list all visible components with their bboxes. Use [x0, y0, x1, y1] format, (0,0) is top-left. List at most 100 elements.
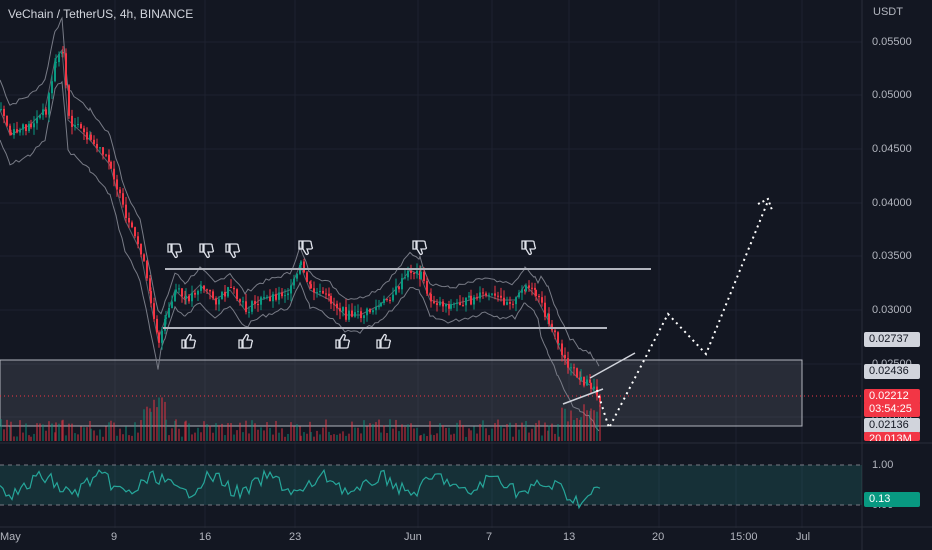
- candle-body: [465, 297, 467, 306]
- candle-body: [453, 303, 455, 305]
- candle-body: [342, 307, 344, 312]
- candle-body: [158, 332, 160, 343]
- candle-body: [272, 294, 274, 302]
- volume-bar: [389, 419, 391, 441]
- volume-bar: [245, 420, 247, 441]
- candle-body: [330, 295, 332, 304]
- price-tick: 0.03000: [872, 304, 912, 316]
- volume-bar: [122, 434, 124, 441]
- thumbs-down-icon: [199, 243, 215, 259]
- candle-body: [108, 154, 110, 162]
- volume-bar: [61, 420, 63, 441]
- candle-body: [19, 129, 21, 133]
- candle-body: [557, 332, 559, 344]
- volume-bar: [491, 428, 493, 441]
- volume-bar: [599, 405, 601, 441]
- candle-body: [266, 296, 268, 298]
- candle-body: [275, 294, 277, 300]
- volume-bar: [71, 423, 73, 441]
- candle-body: [561, 343, 563, 355]
- volume-bar: [416, 427, 418, 441]
- candle-body: [544, 302, 546, 317]
- volume-bar: [175, 419, 177, 441]
- candle-body: [33, 123, 35, 128]
- candle-body: [354, 312, 356, 317]
- candle-body: [93, 139, 95, 144]
- volume-bar: [149, 408, 151, 441]
- price-tick: 0.03500: [872, 250, 912, 262]
- candle-body: [150, 291, 152, 304]
- volume-bar: [521, 422, 523, 441]
- candle-body: [534, 287, 536, 290]
- candle-body: [281, 292, 283, 297]
- volume-bar: [161, 397, 163, 441]
- candle-body: [165, 317, 167, 319]
- volume-bar: [194, 432, 196, 441]
- candle-body: [573, 367, 575, 369]
- volume-bar: [479, 424, 481, 441]
- volume-bar: [485, 428, 487, 441]
- time-tick: Jun: [404, 531, 422, 543]
- candle-body: [296, 273, 298, 279]
- volume-bar: [488, 435, 490, 441]
- candle-body: [293, 278, 295, 286]
- candle-body: [395, 286, 397, 295]
- volume-bar: [300, 435, 302, 441]
- volume-bar: [576, 418, 578, 441]
- volume-bar: [518, 429, 520, 441]
- volume-bar: [9, 426, 11, 441]
- candle-body: [80, 124, 82, 129]
- candle-body: [348, 310, 350, 320]
- volume-bar: [580, 417, 582, 441]
- projection-path: [596, 200, 769, 431]
- candle-body: [105, 154, 107, 156]
- volume-bar: [168, 435, 170, 441]
- candle-body: [263, 296, 265, 298]
- volume-bar: [0, 419, 2, 441]
- volume-bar: [90, 428, 92, 441]
- candle-body: [580, 376, 582, 380]
- candle-body: [593, 386, 595, 389]
- volume-bar: [351, 421, 353, 441]
- volume-bar: [105, 426, 107, 441]
- volume-bar: [586, 410, 588, 441]
- candle-body: [479, 292, 481, 299]
- candle-body: [476, 297, 478, 299]
- volume-bar: [10, 421, 12, 441]
- candle-body: [363, 315, 365, 319]
- volume-bar: [515, 423, 517, 441]
- candle-body: [233, 287, 235, 290]
- candle-body: [548, 313, 550, 324]
- volume-bar: [296, 424, 298, 441]
- candle-body: [230, 287, 232, 289]
- thumbs-up-icon: [335, 333, 351, 349]
- candle-body: [576, 368, 578, 378]
- candle-body: [372, 310, 374, 313]
- candle-body: [333, 303, 335, 305]
- volume-bar: [430, 434, 432, 441]
- candle-body: [589, 379, 591, 383]
- candle-body: [22, 124, 24, 130]
- candle-body: [468, 295, 470, 298]
- volume-bar: [58, 423, 60, 441]
- volume-bar: [313, 436, 315, 441]
- volume-bar: [462, 425, 464, 441]
- volume-bar: [218, 425, 220, 441]
- volume-bar: [62, 419, 64, 441]
- candle-body: [287, 293, 289, 296]
- volume-bar: [535, 423, 537, 441]
- price-tag-upper-zone: 0.02737: [864, 332, 920, 347]
- candle-body: [420, 271, 422, 280]
- volume-bar: [25, 423, 27, 441]
- price-tag-mid-zone: 0.02436: [864, 364, 920, 379]
- volume-bar: [534, 425, 536, 441]
- volume-bar: [254, 423, 256, 441]
- volume-bar: [386, 432, 388, 441]
- thumbs-down-icon: [167, 243, 183, 259]
- volume-bar: [401, 424, 403, 441]
- candle-body: [9, 125, 11, 133]
- volume-bar: [257, 429, 259, 441]
- volume-bar: [281, 428, 283, 441]
